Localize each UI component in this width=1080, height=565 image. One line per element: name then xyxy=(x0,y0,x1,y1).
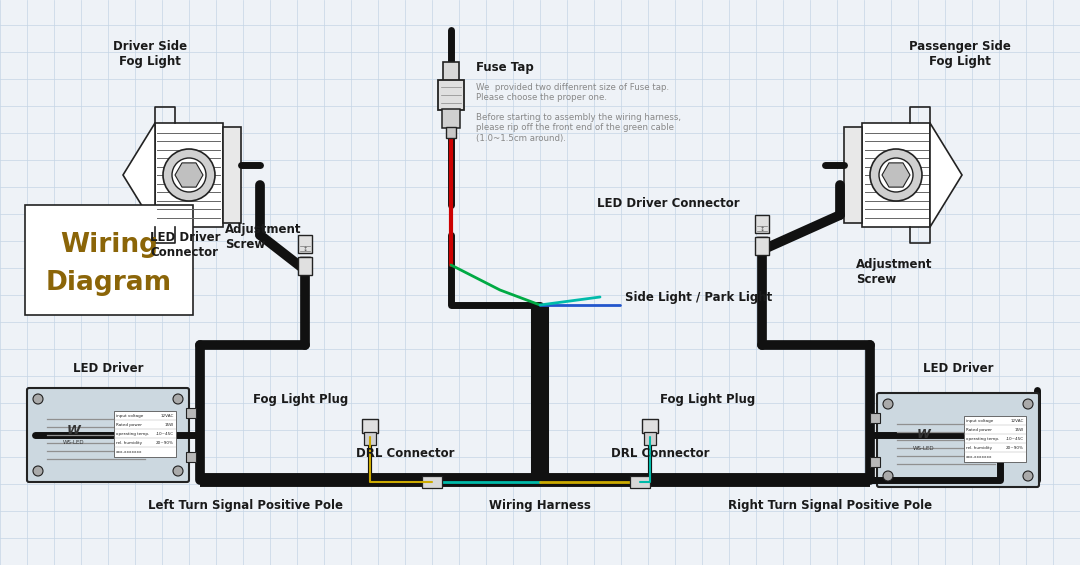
Text: Adjustment
Screw: Adjustment Screw xyxy=(225,223,301,251)
Text: W: W xyxy=(917,428,931,441)
Text: Diagram: Diagram xyxy=(46,270,172,296)
Bar xyxy=(298,257,312,275)
Text: W: W xyxy=(67,424,81,437)
Circle shape xyxy=(883,471,893,481)
Text: Right Turn Signal Positive Pole: Right Turn Signal Positive Pole xyxy=(728,498,932,511)
Bar xyxy=(755,237,769,255)
Text: LED Driver
Connector: LED Driver Connector xyxy=(149,231,220,259)
Text: WS-LED: WS-LED xyxy=(914,445,935,450)
Bar xyxy=(442,109,460,128)
Circle shape xyxy=(883,399,893,409)
Text: ↕: ↕ xyxy=(759,227,765,232)
Text: Passenger Side
Fog Light: Passenger Side Fog Light xyxy=(909,40,1011,68)
Bar xyxy=(156,123,222,227)
Bar xyxy=(438,80,464,110)
Polygon shape xyxy=(882,163,910,187)
Text: rel. humidity: rel. humidity xyxy=(116,441,143,445)
Bar xyxy=(644,432,656,445)
Text: Rated power: Rated power xyxy=(116,423,141,427)
Text: Before starting to assembly the wiring harness,
please rip off the front end of : Before starting to assembly the wiring h… xyxy=(476,113,681,143)
Text: Wiring: Wiring xyxy=(60,232,158,258)
Text: ↕: ↕ xyxy=(302,247,308,252)
Text: 12VAC: 12VAC xyxy=(1011,419,1024,423)
Text: -10~45C: -10~45C xyxy=(1005,437,1024,441)
Circle shape xyxy=(173,394,183,404)
Bar xyxy=(755,215,769,233)
Text: -10~45C: -10~45C xyxy=(156,432,174,436)
Circle shape xyxy=(870,149,922,201)
Bar xyxy=(222,127,241,223)
FancyBboxPatch shape xyxy=(27,388,189,482)
Text: 15W: 15W xyxy=(1015,428,1024,432)
Bar xyxy=(964,416,1026,462)
Bar xyxy=(362,419,378,433)
Text: Wiring Harness: Wiring Harness xyxy=(489,498,591,511)
Bar xyxy=(25,205,193,315)
Bar xyxy=(422,476,442,488)
Text: We  provided two diffenrent size of Fuse tap.
Please choose the proper one.: We provided two diffenrent size of Fuse … xyxy=(476,83,670,102)
Text: DRL Connector: DRL Connector xyxy=(611,447,710,460)
Text: Fog Light Plug: Fog Light Plug xyxy=(660,393,755,406)
Text: operating temp.: operating temp. xyxy=(966,437,999,441)
Circle shape xyxy=(33,394,43,404)
Bar xyxy=(630,476,650,488)
Polygon shape xyxy=(930,123,962,227)
Circle shape xyxy=(163,149,215,201)
Text: LED Driver Connector: LED Driver Connector xyxy=(597,197,740,210)
Text: Rated power: Rated power xyxy=(966,428,993,432)
Bar xyxy=(870,457,880,467)
Text: Side Light / Park Light: Side Light / Park Light xyxy=(625,290,772,303)
Bar xyxy=(186,452,195,462)
Text: rel. humidity: rel. humidity xyxy=(966,446,993,450)
Bar xyxy=(298,235,312,253)
Text: Driver Side
Fog Light: Driver Side Fog Light xyxy=(113,40,187,68)
Bar xyxy=(186,408,195,418)
Text: operating temp.: operating temp. xyxy=(116,432,149,436)
Polygon shape xyxy=(175,163,203,187)
Text: LED Driver: LED Driver xyxy=(72,362,144,375)
Circle shape xyxy=(173,466,183,476)
Bar xyxy=(843,127,862,223)
Circle shape xyxy=(33,466,43,476)
Bar xyxy=(114,411,176,457)
Text: Fuse Tap: Fuse Tap xyxy=(476,60,534,73)
Text: LED Driver: LED Driver xyxy=(922,362,994,375)
Text: 15W: 15W xyxy=(165,423,174,427)
Text: Adjustment
Screw: Adjustment Screw xyxy=(856,258,932,286)
Bar xyxy=(446,127,456,138)
Text: 20~90%: 20~90% xyxy=(157,441,174,445)
Circle shape xyxy=(879,158,913,192)
Text: xxx-xxxxxxx: xxx-xxxxxxx xyxy=(966,455,993,459)
Circle shape xyxy=(172,158,206,192)
Circle shape xyxy=(1023,471,1032,481)
Polygon shape xyxy=(123,123,156,227)
Text: input voltage: input voltage xyxy=(966,419,994,423)
FancyBboxPatch shape xyxy=(877,393,1039,487)
Text: input voltage: input voltage xyxy=(116,414,144,418)
Text: WS-LED: WS-LED xyxy=(64,441,85,445)
Bar xyxy=(870,413,880,423)
Text: Left Turn Signal Positive Pole: Left Turn Signal Positive Pole xyxy=(148,498,342,511)
Text: Fog Light Plug: Fog Light Plug xyxy=(253,393,348,406)
Text: 12VAC: 12VAC xyxy=(161,414,174,418)
Text: xxx-xxxxxxx: xxx-xxxxxxx xyxy=(116,450,143,454)
Text: 20~90%: 20~90% xyxy=(1007,446,1024,450)
Bar xyxy=(642,419,658,433)
Text: DRL Connector: DRL Connector xyxy=(355,447,455,460)
Bar xyxy=(862,123,930,227)
Circle shape xyxy=(1023,399,1032,409)
Bar xyxy=(443,62,459,82)
Bar xyxy=(364,432,376,445)
